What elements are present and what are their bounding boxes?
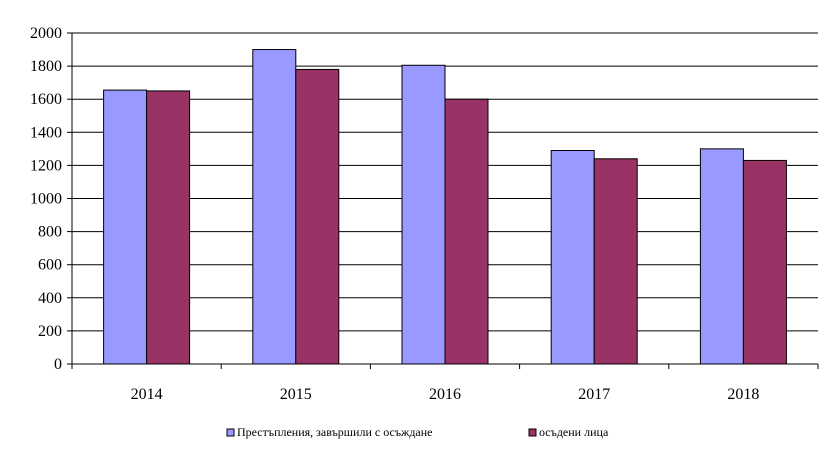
bar-series-1 — [401, 64, 446, 365]
bar-series-2 — [444, 98, 489, 365]
legend-swatch — [528, 428, 537, 437]
y-tick-label: 1200 — [30, 157, 62, 174]
y-tick-label: 2000 — [30, 25, 62, 42]
legend-label: осъдени лица — [539, 425, 609, 439]
bar-series-2 — [295, 68, 340, 365]
bar-series-2 — [742, 159, 787, 365]
y-tick-label: 0 — [54, 356, 62, 373]
y-tick-label: 1600 — [30, 91, 62, 108]
y-axis: 0 200 400 600 800 1000 1200 1400 1600 1800 2000 — [30, 25, 73, 373]
y-tick-label: 1000 — [30, 191, 62, 208]
legend-label: Престъпления, завършили с осъждане — [237, 425, 433, 439]
y-tick-label: 600 — [38, 257, 62, 274]
y-tick-label: 200 — [38, 323, 62, 340]
bar-series — [103, 49, 787, 365]
bar-series-1 — [550, 150, 595, 365]
x-tick-label: 2018 — [727, 386, 759, 403]
bar-series-2 — [146, 90, 191, 365]
x-tick-label: 2017 — [578, 386, 610, 403]
x-tick-label: 2014 — [131, 386, 163, 403]
x-tick-label: 2015 — [280, 386, 312, 403]
x-axis: 2014 2015 2016 2017 2018 — [71, 363, 819, 403]
bar-series-1 — [699, 148, 744, 365]
y-tick-label: 400 — [38, 290, 62, 307]
legend: Престъпления, завършили с осъждане осъден… — [226, 425, 609, 439]
bar-series-1 — [252, 49, 297, 365]
legend-swatch — [226, 428, 235, 437]
y-tick-label: 1400 — [30, 124, 62, 141]
bar-series-1 — [103, 89, 148, 365]
x-tick-label: 2016 — [429, 386, 461, 403]
y-tick-label: 1800 — [30, 58, 62, 75]
y-tick-label: 800 — [38, 224, 62, 241]
bar-series-2 — [593, 158, 638, 365]
